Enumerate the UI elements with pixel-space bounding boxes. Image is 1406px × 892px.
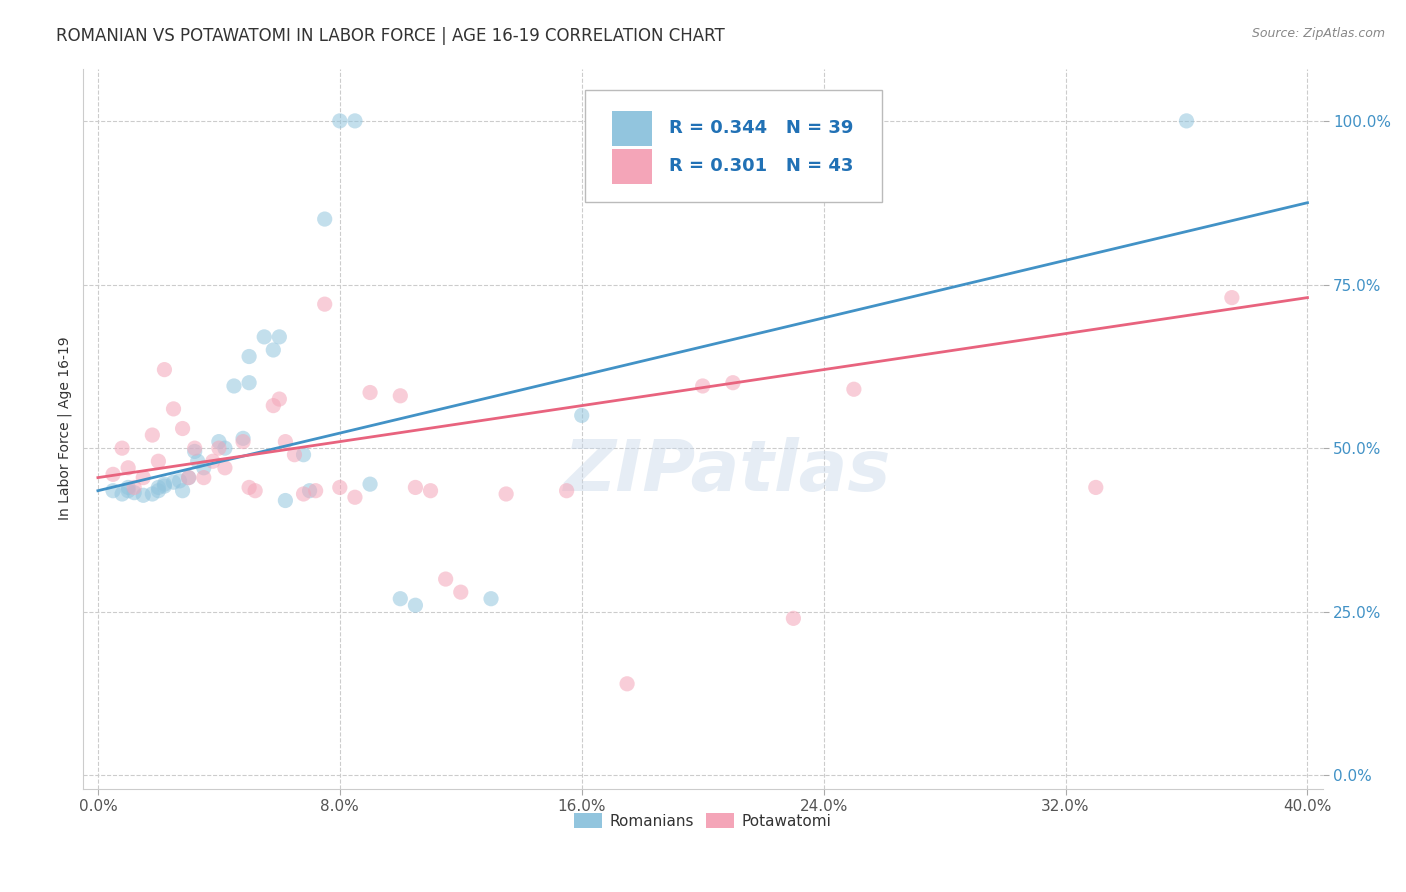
Point bbox=[111, 487, 134, 501]
Point bbox=[232, 431, 254, 445]
Point bbox=[208, 441, 231, 455]
Point bbox=[153, 479, 176, 493]
Point bbox=[1220, 291, 1243, 305]
Text: ROMANIAN VS POTAWATOMI IN LABOR FORCE | AGE 16-19 CORRELATION CHART: ROMANIAN VS POTAWATOMI IN LABOR FORCE | … bbox=[56, 27, 725, 45]
Point bbox=[314, 212, 336, 227]
Point bbox=[208, 434, 231, 449]
Point bbox=[111, 441, 134, 455]
Text: R = 0.301   N = 43: R = 0.301 N = 43 bbox=[669, 158, 853, 176]
Point bbox=[404, 480, 426, 494]
Point bbox=[262, 399, 284, 413]
Point bbox=[177, 470, 200, 484]
Point bbox=[343, 114, 366, 128]
Point bbox=[153, 477, 176, 491]
Point bbox=[389, 591, 412, 606]
Point bbox=[419, 483, 441, 498]
Point bbox=[555, 483, 578, 498]
Point bbox=[359, 477, 381, 491]
FancyBboxPatch shape bbox=[612, 149, 652, 184]
Point bbox=[201, 454, 224, 468]
Point bbox=[292, 487, 315, 501]
Point bbox=[193, 460, 215, 475]
Point bbox=[434, 572, 457, 586]
Point bbox=[721, 376, 744, 390]
Point bbox=[141, 428, 163, 442]
Point bbox=[117, 480, 139, 494]
Point bbox=[329, 480, 352, 494]
Point bbox=[274, 434, 297, 449]
Point bbox=[162, 475, 184, 490]
Point bbox=[117, 483, 139, 498]
Point bbox=[389, 389, 412, 403]
Point bbox=[222, 379, 245, 393]
Point bbox=[148, 480, 170, 494]
Point bbox=[274, 493, 297, 508]
Point bbox=[782, 611, 804, 625]
Point bbox=[842, 382, 865, 396]
Point bbox=[172, 421, 194, 435]
Point bbox=[243, 483, 266, 498]
Point bbox=[214, 441, 236, 455]
Point bbox=[238, 376, 260, 390]
Point bbox=[495, 487, 517, 501]
Point bbox=[269, 330, 291, 344]
Point bbox=[1084, 480, 1107, 494]
Point bbox=[262, 343, 284, 357]
Point bbox=[238, 480, 260, 494]
Point bbox=[101, 483, 124, 498]
Point bbox=[450, 585, 472, 599]
Point bbox=[177, 470, 200, 484]
Point bbox=[183, 441, 205, 455]
Point bbox=[122, 480, 145, 494]
Point bbox=[292, 448, 315, 462]
Point bbox=[329, 114, 352, 128]
FancyBboxPatch shape bbox=[612, 111, 652, 145]
Point bbox=[404, 599, 426, 613]
Point bbox=[571, 409, 593, 423]
Point bbox=[141, 487, 163, 501]
Point bbox=[283, 448, 305, 462]
Point bbox=[343, 490, 366, 504]
Point bbox=[122, 485, 145, 500]
Point bbox=[132, 470, 155, 484]
Point bbox=[183, 444, 205, 458]
Point bbox=[314, 297, 336, 311]
Text: R = 0.344   N = 39: R = 0.344 N = 39 bbox=[669, 120, 853, 137]
Point bbox=[132, 488, 155, 502]
Point bbox=[479, 591, 502, 606]
Point bbox=[187, 454, 209, 468]
Point bbox=[298, 483, 321, 498]
Y-axis label: In Labor Force | Age 16-19: In Labor Force | Age 16-19 bbox=[58, 336, 72, 520]
Point bbox=[616, 677, 638, 691]
Text: Source: ZipAtlas.com: Source: ZipAtlas.com bbox=[1251, 27, 1385, 40]
Point bbox=[692, 379, 714, 393]
Point bbox=[162, 401, 184, 416]
Point bbox=[238, 350, 260, 364]
Point bbox=[148, 483, 170, 498]
Point bbox=[359, 385, 381, 400]
Point bbox=[269, 392, 291, 406]
Point bbox=[172, 483, 194, 498]
Point bbox=[169, 474, 191, 488]
Point bbox=[304, 483, 326, 498]
Point bbox=[148, 454, 170, 468]
Point bbox=[1175, 114, 1198, 128]
Point bbox=[232, 434, 254, 449]
Point bbox=[193, 470, 215, 484]
FancyBboxPatch shape bbox=[585, 90, 883, 202]
Point bbox=[214, 460, 236, 475]
Point bbox=[117, 460, 139, 475]
Point bbox=[153, 362, 176, 376]
Point bbox=[101, 467, 124, 482]
Text: ZIPatlas: ZIPatlas bbox=[564, 437, 891, 507]
Legend: Romanians, Potawatomi: Romanians, Potawatomi bbox=[568, 806, 837, 835]
Point bbox=[253, 330, 276, 344]
